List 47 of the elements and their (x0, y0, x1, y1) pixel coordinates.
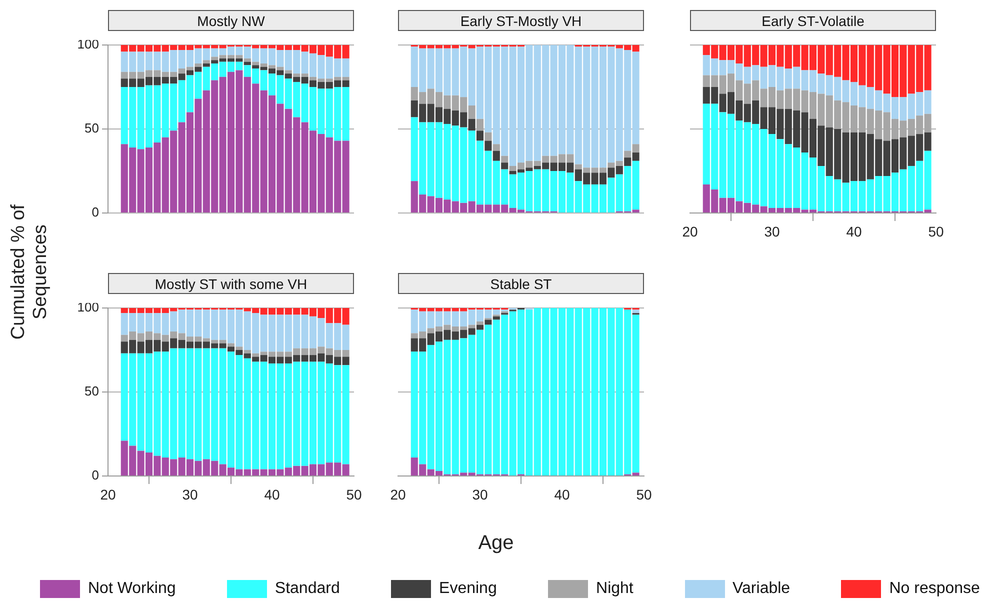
legend-label: Standard (274, 580, 340, 598)
bar (202, 60, 210, 64)
bar (484, 140, 492, 151)
bar (501, 156, 508, 163)
x-tick-label: 20 (100, 486, 116, 502)
bar (244, 58, 251, 62)
chart-title: Stable ST (398, 273, 644, 294)
chart-title: Early ST-Mostly VH (398, 10, 644, 31)
legend-label: Variable (732, 580, 790, 598)
legend-label: Night (596, 580, 634, 598)
x-tick-label: 20 (682, 223, 698, 240)
bar (194, 63, 202, 67)
y-tick-label: 0 (92, 204, 99, 220)
bar (492, 316, 500, 320)
bar (492, 144, 500, 151)
bar (284, 70, 292, 74)
bar (476, 321, 484, 325)
bar (244, 350, 251, 354)
bar (492, 150, 500, 161)
bar (484, 320, 492, 325)
x-tick-label: 20 (390, 486, 406, 502)
bar (501, 162, 508, 170)
x-tick-label: 40 (554, 486, 570, 502)
x-tick-label: 50 (928, 223, 944, 240)
bar (632, 310, 640, 314)
bar (476, 130, 484, 141)
y-tick-label: 50 (84, 120, 99, 136)
x-tick-label: 40 (264, 486, 280, 502)
legend-label: Not Working (88, 580, 176, 598)
x-tick-label: 40 (846, 223, 862, 240)
chart-title: Mostly ST with some VH (108, 273, 354, 294)
bar (484, 132, 492, 141)
x-tick-label: 30 (472, 486, 488, 502)
bar (202, 63, 210, 67)
x-tick-label: 30 (764, 223, 780, 240)
legend-label: Evening (439, 580, 497, 598)
x-tick-label: 50 (636, 486, 652, 502)
y-axis-title: Cumulated % of Sequences (8, 203, 52, 342)
legend-label: No response (889, 580, 980, 598)
x-tick-label: 30 (182, 486, 198, 502)
chart-title: Early ST-Volatile (690, 10, 936, 31)
chart-title: Mostly NW (108, 10, 354, 31)
y-tick-label: 50 (84, 384, 99, 399)
x-axis-title: Age (477, 532, 515, 555)
y-tick-label: 0 (92, 468, 99, 483)
bar (236, 346, 243, 350)
x-tick-label: 50 (346, 486, 362, 502)
